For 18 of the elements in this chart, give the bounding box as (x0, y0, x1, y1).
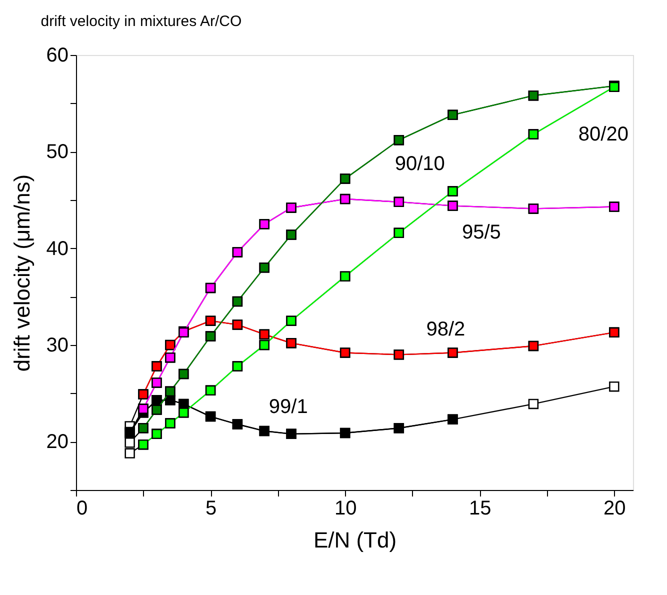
y-tick-label: 20 (46, 431, 68, 454)
y-tick-label: 60 (46, 44, 68, 66)
chart-title: drift velocity in mixtures Ar/CO (40, 13, 242, 30)
series-label: 99/1 (268, 396, 308, 418)
y-axis-title: drift velocity (μm/ns) (9, 174, 34, 372)
series-label: 80/20 (578, 123, 628, 146)
y-tick-label: 40 (46, 238, 68, 260)
series-label: 95/5 (462, 222, 501, 244)
y-tick-label: 50 (46, 141, 68, 164)
x-tick-label: 15 (469, 498, 492, 520)
series-label: 90/10 (394, 153, 445, 176)
x-tick-label: 10 (334, 498, 357, 520)
x-tick-label: 0 (76, 498, 88, 520)
x-tick-label: 20 (604, 498, 626, 520)
series-label: 98/2 (426, 318, 466, 341)
y-tick-label: 30 (46, 334, 68, 356)
x-tick-label: 5 (205, 498, 217, 520)
x-axis-title: E/N (Td) (313, 528, 397, 552)
